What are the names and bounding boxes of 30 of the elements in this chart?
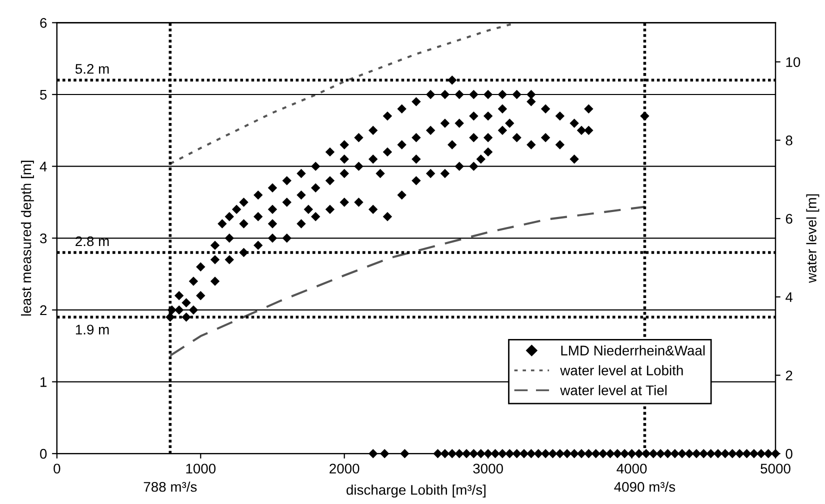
y-tick-label: 0: [40, 448, 47, 459]
ref-line-label: 788 m³/s: [144, 482, 197, 492]
ref-line-label: 1.9 m: [76, 324, 109, 335]
y2-axis-title: water level [m]: [806, 194, 820, 283]
y2-tick-label: 8: [786, 136, 792, 146]
legend-label: water level at Tiel: [560, 385, 667, 396]
y2-tick-label: 10: [786, 57, 800, 68]
y-tick-label: 5: [40, 90, 47, 100]
x-axis-title: discharge Lobith [m³/s]: [346, 484, 486, 498]
x-tick-label: 5000: [760, 464, 790, 474]
ref-line-label: 4090 m³/s: [614, 482, 676, 492]
y-axis-title: least measured depth [m]: [20, 160, 34, 316]
y-tick-label: 1: [40, 377, 47, 387]
y2-tick-label: 0: [786, 448, 792, 459]
y-tick-label: 2: [40, 305, 47, 315]
x-tick-label: 0: [54, 464, 60, 474]
ref-line-label: 2.8 m: [76, 236, 109, 246]
y-tick-label: 3: [40, 233, 47, 244]
y2-tick-label: 2: [786, 370, 792, 380]
ref-line-label: 5.2 m: [75, 64, 109, 74]
y-tick-label: 4: [40, 162, 47, 172]
x-tick-label: 1000: [186, 464, 216, 474]
legend-label: water level at Lobith: [560, 365, 683, 376]
y-tick-label: 6: [40, 18, 47, 28]
x-tick-label: 4000: [616, 464, 647, 474]
y2-tick-label: 4: [786, 292, 793, 302]
y2-tick-label: 6: [786, 214, 792, 224]
legend-label: LMD Niederrhein&Waal: [561, 345, 705, 356]
x-tick-label: 3000: [473, 464, 503, 474]
x-tick-label: 2000: [330, 464, 360, 474]
